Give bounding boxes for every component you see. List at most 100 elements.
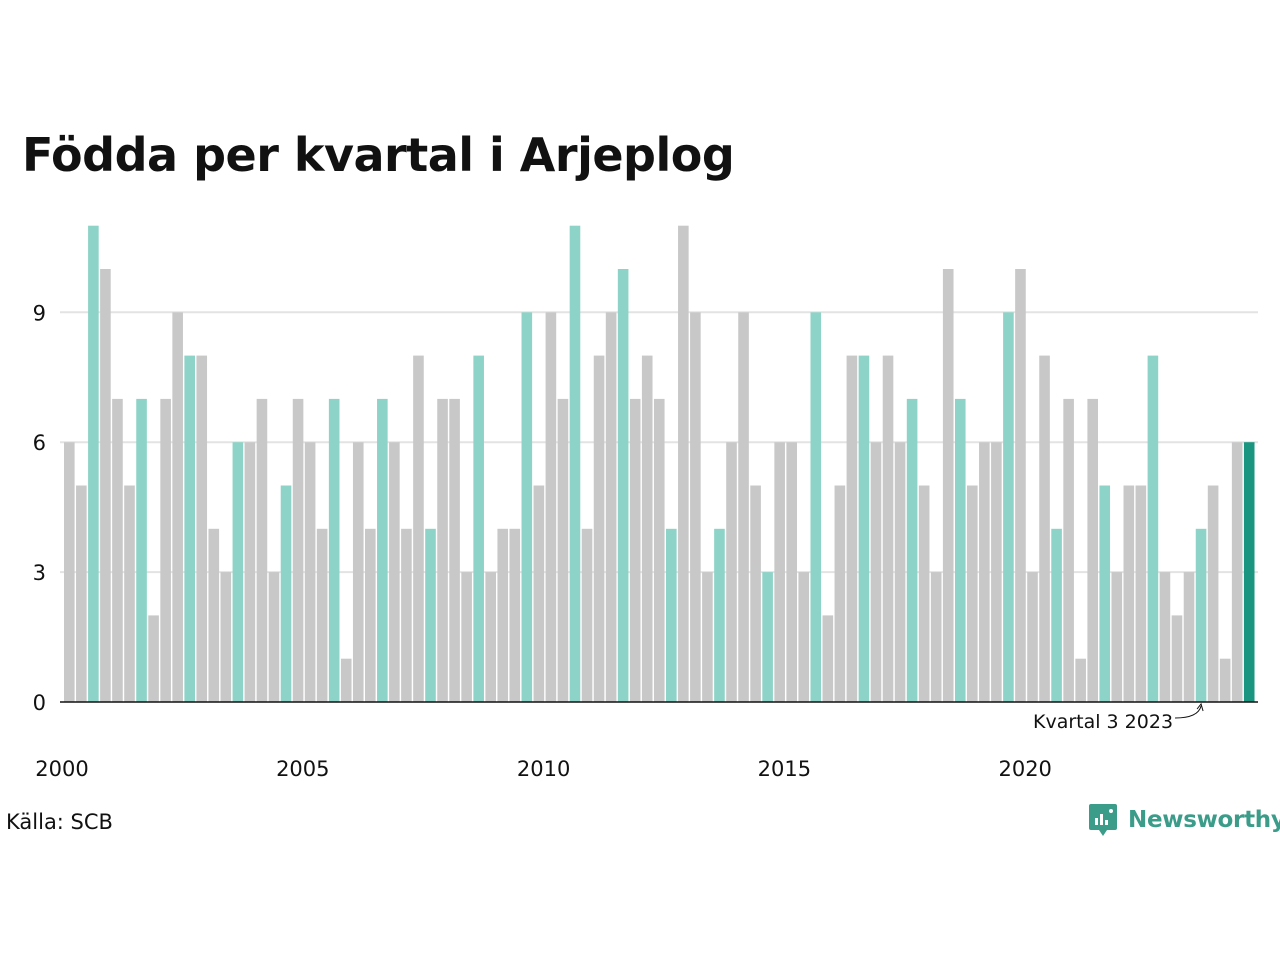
newsworthy-logo-icon — [1089, 804, 1117, 836]
bar — [1003, 312, 1014, 702]
y-tick-label: 3 — [33, 561, 46, 585]
bar — [653, 398, 665, 702]
x-tick-label: 2010 — [517, 757, 570, 781]
bar — [918, 485, 930, 702]
bar — [88, 225, 99, 702]
bar — [100, 269, 111, 702]
bar — [244, 442, 256, 702]
bar — [316, 528, 328, 702]
x-tick-label: 2000 — [35, 757, 88, 781]
bar — [256, 398, 268, 702]
bar — [942, 269, 954, 702]
bar — [280, 485, 292, 702]
bar — [1027, 572, 1038, 702]
bar — [437, 398, 448, 702]
bar — [906, 398, 918, 702]
bar — [726, 442, 737, 702]
bar — [774, 442, 785, 702]
bar — [160, 398, 171, 702]
bar — [991, 442, 1002, 702]
annotation-label: Kvartal 3 2023 — [1033, 711, 1173, 733]
bar — [304, 442, 316, 702]
bar — [822, 615, 834, 702]
bar — [858, 355, 870, 702]
bar — [690, 312, 701, 702]
x-tick-label: 2020 — [998, 757, 1051, 781]
annotation-arrow — [1175, 705, 1202, 719]
bar — [545, 312, 557, 702]
bar — [413, 355, 424, 702]
bar — [786, 442, 797, 702]
bar — [1063, 398, 1074, 702]
bar — [798, 572, 810, 702]
bar — [401, 528, 412, 702]
bar — [268, 572, 280, 702]
bar — [557, 398, 569, 702]
brand-name: Newsworthy — [1128, 807, 1280, 833]
bar — [810, 312, 822, 702]
bar — [497, 528, 509, 702]
bar — [1147, 355, 1159, 702]
brand-logo[interactable]: Newsworthy — [1088, 802, 1280, 838]
y-tick-label: 6 — [33, 431, 46, 455]
bar — [954, 398, 966, 702]
bar — [220, 572, 232, 702]
bar — [629, 398, 641, 702]
bar — [979, 442, 990, 702]
x-tick-label: 2015 — [758, 757, 811, 781]
bar — [1231, 442, 1243, 702]
axes: 0 3 6 9 2000 2005 2010 2015 2020 — [33, 301, 1258, 781]
bar — [967, 485, 978, 702]
bar — [533, 485, 545, 702]
bar — [870, 442, 882, 702]
bar — [834, 485, 846, 702]
bar — [509, 528, 521, 702]
bar — [184, 355, 195, 702]
bar — [882, 355, 894, 702]
bar — [352, 442, 364, 702]
bar — [666, 528, 677, 702]
bar — [172, 312, 183, 702]
bar — [846, 355, 858, 702]
bar — [136, 398, 147, 702]
y-tick-label: 9 — [33, 301, 46, 325]
bar — [365, 528, 376, 702]
bar — [1123, 485, 1135, 702]
bar — [1075, 658, 1086, 702]
bar — [1243, 442, 1255, 702]
bar — [569, 225, 581, 702]
bar — [112, 398, 123, 702]
bar — [714, 528, 725, 702]
bar — [762, 572, 773, 702]
source-label: Källa: SCB — [6, 810, 113, 834]
bar — [449, 398, 460, 702]
annotation: Kvartal 3 2023 — [1033, 702, 1204, 733]
bar — [485, 572, 496, 702]
bar — [377, 398, 388, 702]
bar — [605, 312, 617, 702]
bar — [581, 528, 593, 702]
bar — [1171, 615, 1183, 702]
bar — [1195, 528, 1207, 702]
bar — [328, 398, 340, 702]
bar — [1183, 572, 1195, 702]
bar — [1015, 269, 1026, 702]
y-tick-label: 0 — [33, 691, 46, 715]
bar — [124, 485, 135, 702]
bar — [593, 355, 605, 702]
bar — [1219, 658, 1231, 702]
bar — [208, 528, 220, 702]
bar — [232, 442, 244, 702]
bar — [1099, 485, 1111, 702]
bar — [389, 442, 400, 702]
bar — [1111, 572, 1123, 702]
bars — [64, 225, 1255, 702]
bar — [738, 312, 749, 702]
chart-title: Födda per kvartal i Arjeplog — [22, 128, 735, 182]
bar — [196, 355, 208, 702]
bar — [1051, 528, 1062, 702]
bar — [340, 658, 352, 702]
bar — [641, 355, 653, 702]
bar — [750, 485, 761, 702]
bar — [678, 225, 689, 702]
